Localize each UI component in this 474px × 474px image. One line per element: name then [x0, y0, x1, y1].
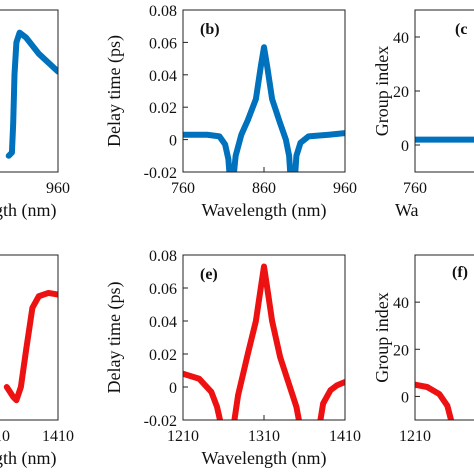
y-tick-label: 0.04: [149, 68, 177, 85]
y-axis-label: Delay time (ps): [104, 282, 125, 394]
x-axis-label: Wavelength (nm): [201, 448, 326, 469]
panel-label: (e): [200, 266, 218, 283]
y-tick-label: 0.08: [149, 3, 177, 20]
y-axis-label: Delay time (ps): [104, 35, 125, 147]
y-tick-label: -0.02: [144, 165, 177, 182]
x-tick-label: 1210: [167, 428, 199, 445]
y-axis-label: Group index: [372, 46, 392, 136]
x-tick-label: 760: [171, 180, 195, 197]
x-axis-label: Wavelength (nm): [0, 200, 57, 221]
data-line: [183, 263, 345, 420]
data-line: [5, 29, 58, 159]
axes-box: [0, 254, 59, 421]
panel-label: (b): [200, 21, 220, 38]
panel-label: (f): [452, 264, 468, 281]
x-axis-label: Wavelength (nm): [201, 200, 326, 221]
x-axis-label: Wavelength (nm): [0, 448, 57, 469]
data-line: [415, 381, 455, 420]
x-tick-label: 1410: [329, 428, 361, 445]
panel: -0.02 0 0.02 0.04 0.06 0.08 1210 1310 1410Wavele…: [104, 248, 361, 469]
y-tick-label: 0: [169, 380, 177, 397]
y-axis-label: Group index: [372, 292, 392, 382]
y-tick-label: 0.06: [149, 281, 177, 298]
axes-box: [414, 254, 474, 421]
panel: 1310 1410 Wavelength (nm): [0, 254, 74, 469]
y-tick-label: 0.06: [149, 35, 177, 52]
x-tick-label: 1310: [248, 428, 280, 445]
y-tick-label: 0: [401, 389, 409, 406]
data-line: [183, 44, 345, 172]
x-axis-label: Wa: [395, 200, 419, 220]
y-tick-label: 0: [401, 138, 409, 155]
panel-label: (c: [455, 21, 467, 38]
y-tick-label: 0.02: [149, 100, 177, 117]
y-tick-label: 0.08: [149, 248, 177, 265]
x-tick-label: 1410: [42, 428, 74, 445]
y-tick-label: 20: [393, 342, 409, 359]
x-tick-label: 1210: [399, 428, 431, 445]
x-tick-label: 960: [333, 180, 357, 197]
panel: -0.02 0 0.02 0.04 0.06 0.08 760 860 960 Wavelengt…: [104, 3, 357, 221]
y-tick-label: 0.02: [149, 347, 177, 364]
x-tick-label: 760: [403, 180, 427, 197]
y-tick-label: 0.04: [149, 314, 177, 331]
panel: 0 20 40 1210 Group index (f): [372, 254, 474, 445]
axes-box: [0, 9, 59, 173]
x-tick-label: 1310: [0, 428, 10, 445]
panel: 0 20 40 760 Wa Group index (c: [372, 9, 474, 220]
data-line: [3, 289, 58, 404]
y-tick-label: 40: [393, 30, 409, 47]
y-tick-label: 20: [393, 84, 409, 101]
x-tick-label: 960: [46, 180, 70, 197]
y-tick-label: -0.02: [144, 413, 177, 430]
x-tick-label: 860: [252, 180, 276, 197]
y-tick-label: 0: [169, 133, 177, 150]
panel: 960 Wavelength (nm): [0, 9, 70, 221]
y-tick-label: 40: [393, 295, 409, 312]
